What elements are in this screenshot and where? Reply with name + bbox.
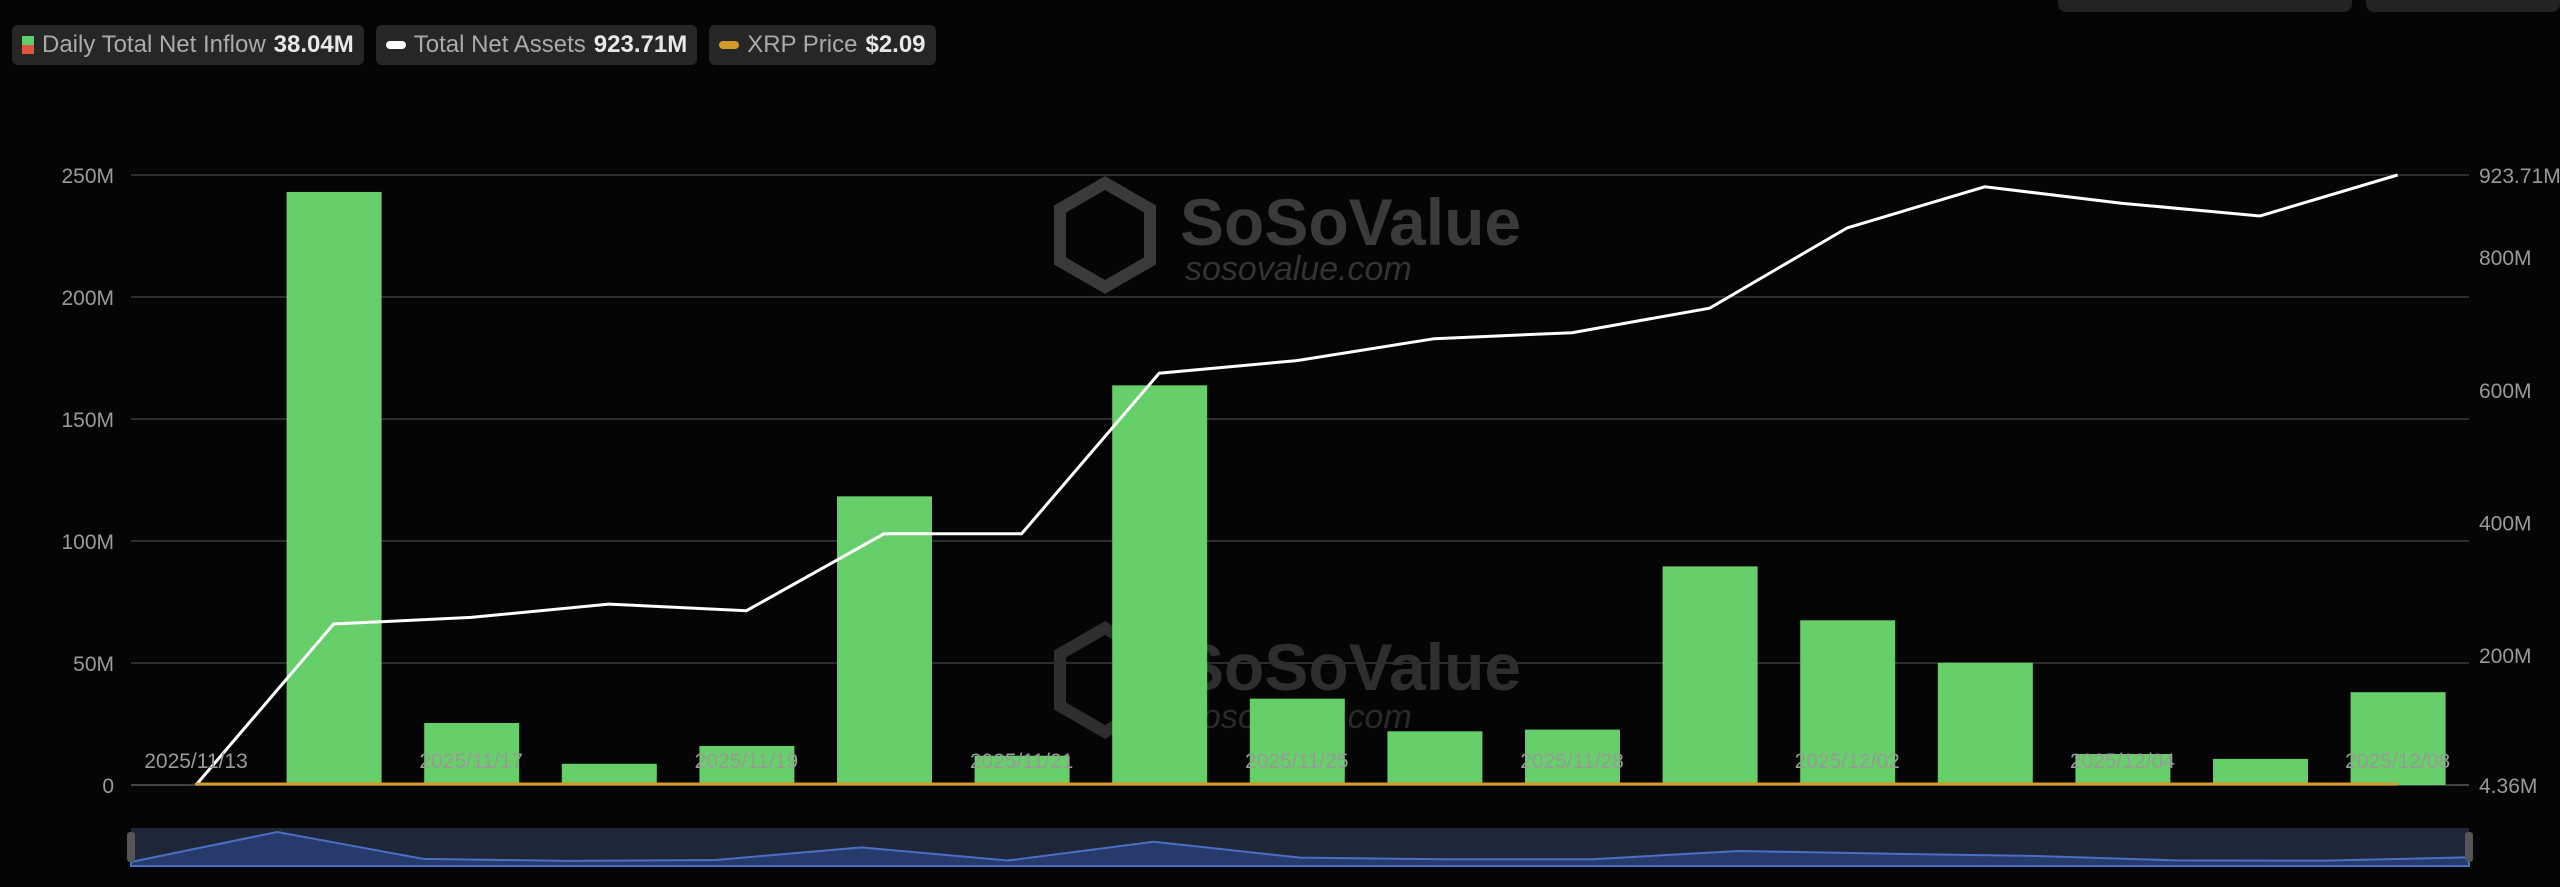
legend-assets-value: 923.71M <box>593 31 688 58</box>
bar-2025/12/01 <box>1662 566 1758 785</box>
x-tick-label: 2025/12/04 <box>2070 750 2175 773</box>
bar-2025/11/18 <box>561 763 657 785</box>
legend: Daily Total Net Inflow 38.04M Total Net … <box>12 25 936 65</box>
bar-2025/11/14 <box>286 191 382 785</box>
right-tick-label: 923.71M <box>2479 165 2560 188</box>
top-control-button-2[interactable] <box>2366 0 2560 12</box>
navigator-series <box>130 830 2470 867</box>
left-tick-label: 50M <box>73 653 114 676</box>
legend-inflow-label: Daily Total Net Inflow <box>42 31 266 58</box>
right-tick-label: 4.36M <box>2479 775 2537 798</box>
assets-swatch-icon <box>385 41 406 49</box>
inflow-swatch-icon <box>22 36 34 54</box>
watermark-site: sosovalue.com <box>1185 250 1412 288</box>
navigator-right-handle[interactable] <box>2465 832 2473 862</box>
bar-2025/12/03 <box>1937 662 2033 785</box>
x-tick-label: 2025/11/21 <box>970 750 1074 773</box>
x-tick-label: 2025/11/19 <box>695 750 799 773</box>
legend-price-value: $2.09 <box>865 31 926 58</box>
bar-2025/11/21 <box>974 755 1070 785</box>
x-tick-label: 2025/11/25 <box>1245 750 1349 773</box>
watermark-brand: SoSoValue <box>1180 185 1521 259</box>
legend-price-label: XRP Price <box>747 31 858 58</box>
right-tick-label: 800M <box>2479 247 2532 270</box>
bar-2025/12/02 <box>1800 620 1896 785</box>
legend-assets-label: Total Net Assets <box>413 31 586 58</box>
bar-2025/12/04 <box>2075 754 2171 785</box>
right-tick-label: 400M <box>2479 512 2532 535</box>
right-tick-label: 600M <box>2479 380 2532 403</box>
legend-inflow-value: 38.04M <box>273 31 354 58</box>
bar-2025/11/19 <box>699 745 795 785</box>
x-tick-label: 2025/11/17 <box>419 750 523 773</box>
top-control-button-1[interactable] <box>2058 0 2352 12</box>
x-tick-label: 2025/12/02 <box>1795 750 1900 773</box>
left-tick-label: 0 <box>102 775 114 798</box>
price-swatch-icon <box>719 41 740 49</box>
left-tick-label: 100M <box>61 531 114 554</box>
navigator[interactable] <box>127 828 2473 867</box>
bar-2025/12/05 <box>2213 758 2308 785</box>
watermark-brand-2: SoSoValue <box>1180 630 1521 704</box>
legend-assets[interactable]: Total Net Assets 923.71M <box>375 25 698 65</box>
bar-2025/11/24 <box>1112 385 1208 785</box>
left-tick-label: 250M <box>61 165 114 188</box>
bar-2025/11/20 <box>837 496 932 785</box>
left-tick-label: 200M <box>61 287 114 310</box>
bar-2025/12/08 <box>2350 692 2446 785</box>
watermark-logo-icon <box>1054 176 1156 294</box>
left-tick-label: 150M <box>61 409 114 432</box>
legend-price[interactable]: XRP Price $2.09 <box>709 25 936 65</box>
x-tick-label: 2025/12/08 <box>2345 750 2450 773</box>
right-tick-label: 200M <box>2479 645 2532 668</box>
bar-2025/11/26 <box>1387 731 1483 785</box>
x-tick-label: 2025/11/28 <box>1520 750 1624 773</box>
navigator-left-handle[interactable] <box>127 832 135 862</box>
bar-2025/11/28 <box>1525 729 1620 785</box>
total-net-assets-line <box>194 173 2399 786</box>
x-tick-label: 2025/11/13 <box>144 750 248 773</box>
bar-2025/11/17 <box>424 723 520 785</box>
bar-2025/11/25 <box>1249 698 1345 785</box>
legend-inflow[interactable]: Daily Total Net Inflow 38.04M <box>12 25 364 65</box>
